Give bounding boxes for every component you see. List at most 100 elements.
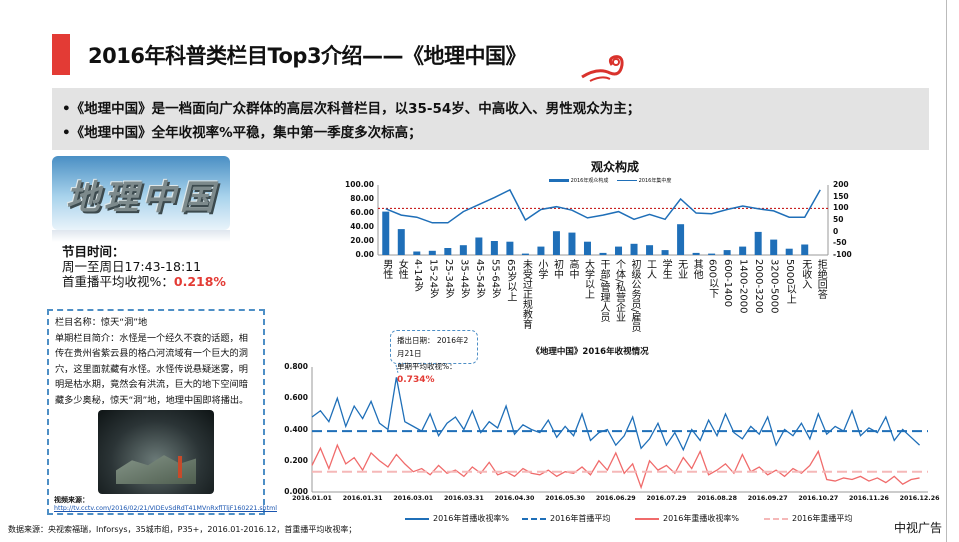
bar	[521, 253, 529, 255]
callout-rating-label: 单期平均收视%：	[397, 362, 457, 371]
rating-line	[311, 377, 921, 452]
schedule-time: 周一至周日17:43-18:11	[62, 259, 202, 274]
legend-label: 2016年重播收视率%	[663, 514, 739, 523]
y-tick-label: 0.000	[284, 487, 308, 496]
ratings-chart-title: 《地理中国》2016年收视情况	[531, 347, 649, 357]
average-rating-value: 0.218%	[173, 274, 226, 289]
bar	[382, 211, 390, 255]
episode-description-box: 栏目名称：惊天“洞”地 单期栏目简介：水怪是一个经久不衰的话题，相传在贵州省紫云…	[47, 309, 265, 515]
category-label: 3200-5000	[768, 259, 780, 314]
category-label: 个体/私营企业	[613, 259, 625, 323]
category-label: 学生	[660, 259, 672, 279]
logo-text: 地理中国	[66, 178, 218, 218]
legend-label: 2016年首播平均	[550, 514, 611, 523]
y-tick-label: 80.00	[350, 194, 374, 203]
category-label: 无业	[675, 259, 687, 279]
episode-still-image	[98, 410, 214, 494]
bar	[708, 253, 716, 255]
x-tick-label: 2016.07.29	[646, 495, 687, 502]
y-tick-label: 50	[833, 215, 844, 224]
rating-line	[311, 443, 920, 490]
category-label: 600-1400	[722, 259, 734, 308]
y-tick-label: 20.00	[350, 236, 374, 245]
legend-swatch	[635, 517, 659, 520]
category-label: 高中	[566, 259, 578, 279]
x-tick-label: 2016.05.30	[545, 495, 586, 502]
brand-label: 中视广告	[894, 521, 943, 535]
video-source-label: 视频来源：	[54, 496, 89, 504]
category-label: 5000以上	[784, 259, 796, 305]
bar	[630, 243, 638, 255]
audience-legend-line: 2016年集中度	[617, 177, 671, 184]
page-title: 2016年科普类栏目Top3介绍——《地理中国》	[88, 44, 527, 68]
legend-item: 2016年首播收视率%	[405, 513, 509, 524]
summary-box: •《地理中国》是一档面向广众群体的高层次科普栏目，以35-54岁、中高收入、男性…	[52, 88, 929, 150]
y-tick-label: 60.00	[350, 208, 374, 217]
bar	[801, 244, 809, 255]
bar	[692, 252, 700, 255]
x-tick-label: 2016.01.01	[292, 495, 332, 502]
bar	[444, 248, 452, 255]
category-label: 初中	[551, 259, 563, 279]
bar	[397, 229, 405, 255]
logo-reflection	[52, 230, 230, 242]
bar	[615, 246, 623, 255]
legend-swatch-line	[617, 180, 637, 181]
x-tick-label: 2016.12.26	[899, 495, 940, 502]
category-label: 600以下	[706, 259, 718, 299]
bar	[754, 231, 762, 255]
category-label: 干部/管理人员	[598, 259, 609, 323]
y-tick-label: 0.800	[284, 362, 308, 371]
bar	[739, 246, 747, 255]
bar	[506, 241, 514, 255]
legend-label: 2016年观众构成	[570, 178, 609, 184]
legend-swatch-bar	[549, 179, 569, 182]
callout-rating: 单期平均收视%： 0.734%	[397, 360, 471, 387]
y-tick-label: 100	[833, 203, 849, 213]
program-logo-image: 地理中国	[52, 156, 230, 230]
bar	[583, 241, 591, 255]
category-label: 拒绝回答	[815, 259, 827, 299]
bar	[475, 237, 483, 255]
category-label: 无收入	[799, 259, 811, 289]
callout-date: 播出日期： 2016年2月21日	[397, 336, 469, 358]
category-label: 其他	[691, 259, 703, 279]
category-label: 大学以上	[582, 259, 594, 299]
category-label: 初级公务员/雇员	[629, 259, 641, 333]
audience-chart-title: 观众构成	[590, 160, 639, 174]
peak-callout: 播出日期： 2016年2月21日 单期平均收视%： 0.734%	[390, 330, 478, 385]
video-source-link[interactable]: http://tv.cctv.com/2016/02/21/VIDEvSdRdT…	[54, 505, 277, 512]
x-tick-label: 2016.08.28	[697, 495, 737, 502]
title-accent-bar	[52, 34, 70, 75]
bar	[677, 224, 685, 255]
y-tick-label: 40.00	[350, 222, 374, 231]
category-label: 女性	[396, 259, 408, 279]
y-tick-label: 0.200	[284, 455, 308, 465]
y-tick-label: 200	[833, 180, 849, 189]
average-rating-label: 首重播平均收视%：	[62, 274, 174, 289]
bar	[490, 241, 498, 255]
x-tick-label: 2016.03.01	[393, 495, 434, 502]
category-label: 工人	[644, 259, 656, 279]
x-tick-label: 2016.04.30	[494, 495, 535, 502]
y-tick-label: 0.400	[284, 424, 308, 434]
bar	[537, 246, 545, 255]
bar	[770, 239, 778, 255]
y-tick-label: -100	[833, 250, 852, 259]
bar	[428, 250, 436, 255]
legend-swatch	[522, 517, 546, 520]
category-label: 35-44岁	[458, 259, 470, 299]
x-tick-label: 2016.10.27	[798, 495, 839, 502]
x-tick-label: 2016.06.29	[595, 495, 636, 502]
category-label: 65岁以上	[504, 259, 516, 302]
bar	[646, 245, 654, 255]
callout-pointer	[395, 364, 399, 374]
concentration-line	[385, 188, 821, 224]
episode-name: 栏目名称：惊天“洞”地	[55, 317, 148, 328]
data-source-note: 数据来源：央视索福瑞，Inforsys，35城市组，P35+，2016.01-2…	[8, 525, 357, 534]
legend-item: 2016年重播平均	[764, 513, 852, 524]
y-tick-label: 0.00	[355, 250, 374, 259]
legend-label: 2016年首播收视率%	[433, 514, 509, 523]
y-tick-label: 100.00	[345, 180, 374, 189]
